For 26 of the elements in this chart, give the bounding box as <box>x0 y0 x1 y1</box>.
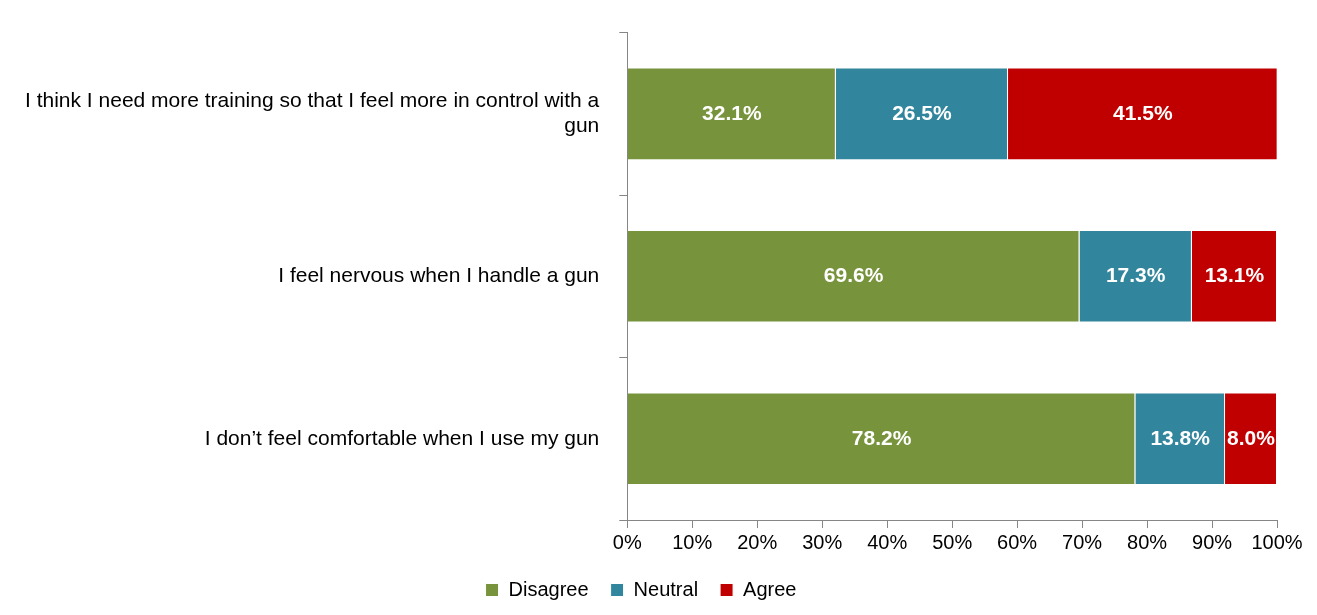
x-tick-label: 80% <box>1127 530 1168 553</box>
x-tick-label: 0% <box>612 530 642 553</box>
y-tick-label: I feel nervous when I handle a gun <box>278 263 600 287</box>
x-tick-label: 30% <box>802 530 843 553</box>
data-label: 8.0% <box>1227 425 1276 449</box>
legend-label: Disagree <box>508 577 589 600</box>
data-label: 13.8% <box>1150 425 1211 449</box>
x-tick-label: 10% <box>672 530 713 553</box>
data-label: 69.6% <box>823 263 884 287</box>
x-tick-label: 60% <box>997 530 1038 553</box>
y-tick-label: I think I need more training so that I feel more in control with a gun <box>24 88 600 137</box>
data-label: 26.5% <box>892 100 953 124</box>
x-tick-label: 40% <box>867 530 908 553</box>
x-tick-label: 70% <box>1062 530 1103 553</box>
y-tick-label: I don’t feel comfortable when I use my gun <box>204 425 600 449</box>
legend-label: Neutral <box>633 577 699 600</box>
x-tick-label: 100% <box>1251 530 1303 553</box>
data-label: 78.2% <box>851 425 912 449</box>
data-label: 13.1% <box>1204 263 1265 287</box>
data-label: 41.5% <box>1113 100 1173 124</box>
legend-label: Agree <box>743 577 797 600</box>
x-tick-label: 50% <box>932 530 973 553</box>
data-label: 17.3% <box>1105 263 1166 287</box>
data-label: 32.1% <box>702 100 762 124</box>
x-tick-label: 20% <box>737 530 778 553</box>
x-tick-label: 90% <box>1192 530 1233 553</box>
